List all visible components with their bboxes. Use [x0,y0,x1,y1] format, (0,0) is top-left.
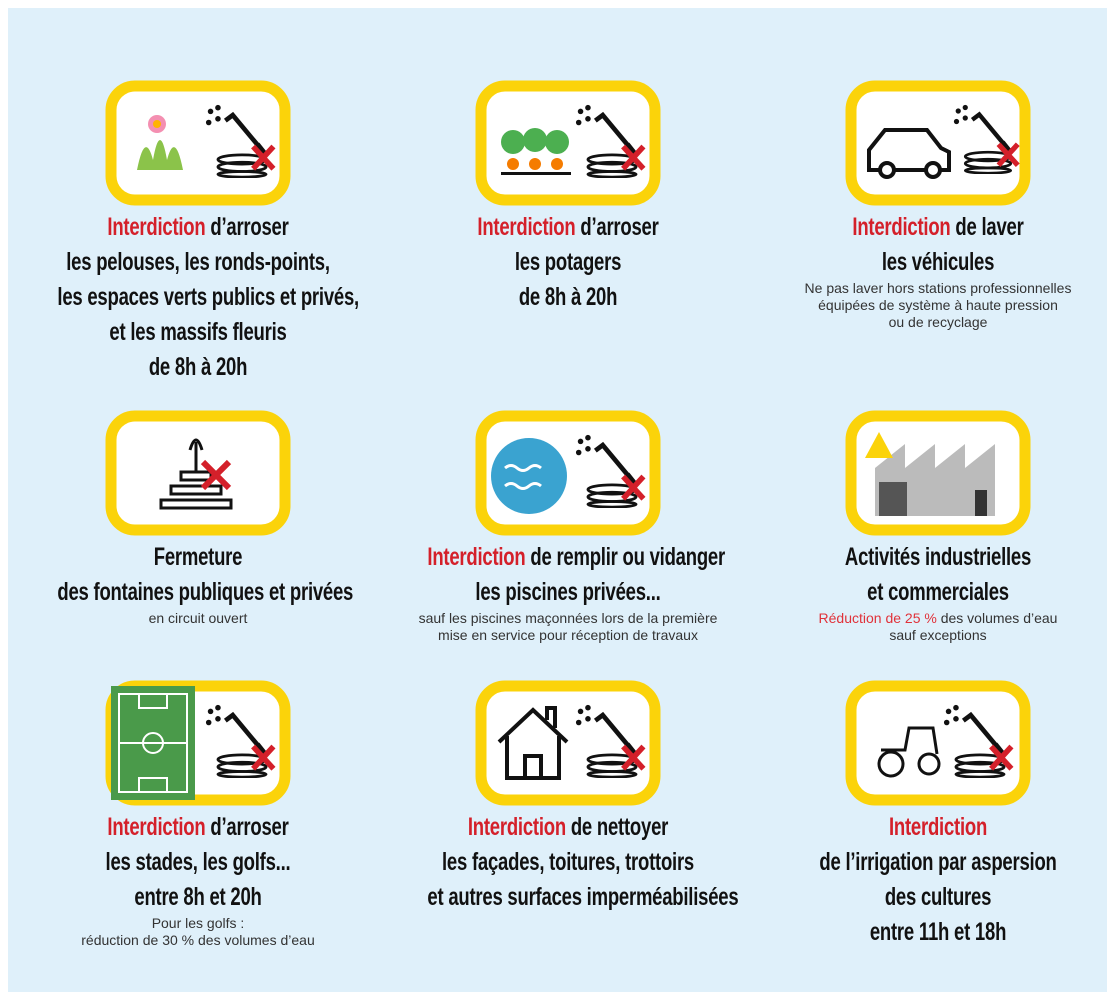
heading: Interdiction d’arroser [57,210,338,245]
icon [105,680,291,806]
note: Réduction de 25 % des volumes d’eau [748,610,1107,627]
note: Ne pas laver hors stations professionnel… [748,280,1107,297]
heading-highlight: Interdiction [477,213,576,241]
note-text: Pour les golfs : [151,915,245,931]
heading-line: les piscines privées... [475,578,661,606]
note-text: des volumes d’eau [940,610,1058,626]
note-text: en circuit ouvert [148,610,248,626]
note: en circuit ouvert [8,610,388,627]
heading-line: des fontaines publiques et privées [57,578,354,606]
note-text: réduction de 30 % des volumes d’eau [81,932,315,948]
note-text: équipées de système à haute pression [818,297,1058,313]
heading-line: de 8h à 20h [148,353,248,381]
note: sauf les piscines maçonnées lors de la p… [378,610,758,627]
card: Activités industrielles et commerciales Ré… [748,410,1107,644]
heading-text: d’arroser [580,213,659,241]
heading-highlight: Interdiction [107,813,206,841]
icon [845,80,1031,206]
icon [845,410,1031,536]
note: mise en service pour réception de travau… [378,627,758,644]
heading: Activités industrielles [797,540,1078,575]
heading-line: entre 8h et 20h [134,883,262,911]
heading-line: et autres surfaces imperméabilisées [427,883,739,911]
note: Pour les golfs : [8,915,388,932]
heading-highlight: Interdiction [107,213,206,241]
note-text: ou de recyclage [888,314,988,330]
note-highlight: Réduction de 25 % [818,610,937,626]
heading-text: d’arroser [210,213,289,241]
note-text: sauf exceptions [889,627,987,643]
icon [105,410,291,536]
heading-highlight: Interdiction [427,543,526,571]
heading-line: de l’irrigation par aspersion [819,848,1057,876]
heading-line: et commerciales [867,578,1009,606]
heading-line: entre 11h et 18h [869,918,1007,946]
heading-line: les façades, toitures, trottoirs [442,848,694,876]
heading-line: les potagers [514,248,622,276]
note-text: sauf les piscines maçonnées lors de la p… [418,610,718,626]
heading-line: des cultures [884,883,992,911]
heading: Interdiction [797,810,1078,845]
card: Interdiction d’arroser les potagers de 8h … [378,80,758,315]
heading-highlight: Interdiction [888,813,988,841]
note-text: Ne pas laver hors stations professionnel… [804,280,1072,296]
note-text: mise en service pour réception de travau… [438,627,698,643]
heading: Interdiction de nettoyer [427,810,708,845]
card: Interdiction de remplir ou vidanger les p… [378,410,758,644]
icon [105,80,291,206]
heading-text: d’arroser [210,813,289,841]
heading: Interdiction de remplir ou vidanger [427,540,725,575]
heading-line: les pelouses, les ronds-points, [66,248,330,276]
heading-line: les stades, les golfs... [105,848,291,876]
note: équipées de système à haute pression [748,297,1107,314]
note: sauf exceptions [748,627,1107,644]
card: Interdiction de laver les véhicules Ne pas… [748,80,1107,331]
card: Interdiction d’arroser les pelouses, les … [8,80,388,385]
heading-text: de nettoyer [570,813,669,841]
heading-text: Fermeture [153,543,243,571]
heading: Fermeture [57,540,338,575]
heading-highlight: Interdiction [467,813,566,841]
card: Interdiction d’arroser les stades, les go… [8,680,388,949]
heading: Interdiction d’arroser [427,210,708,245]
heading-line: de 8h à 20h [518,283,618,311]
heading-line: et les massifs fleuris [109,318,287,346]
note: réduction de 30 % des volumes d’eau [8,932,388,949]
icon [475,680,661,806]
card: Interdiction de nettoyer les façades, toi… [378,680,758,915]
heading-text: Activités industrielles [844,543,1032,571]
card: Interdiction de l’irrigation par aspersio… [748,680,1107,950]
heading-text: de remplir ou vidanger [530,543,725,571]
icon [845,680,1031,806]
icon [475,410,661,536]
heading: Interdiction de laver [797,210,1078,245]
icon [475,80,661,206]
heading: Interdiction d’arroser [57,810,338,845]
page: Interdiction d’arroser les pelouses, les … [8,8,1107,992]
card: Fermeture des fontaines publiques et priv… [8,410,388,627]
heading-text: de laver [955,213,1024,241]
note: ou de recyclage [748,314,1107,331]
heading-line: les véhicules [881,248,995,276]
heading-highlight: Interdiction [852,213,951,241]
heading-line: les espaces verts publics et privés, [57,283,359,311]
